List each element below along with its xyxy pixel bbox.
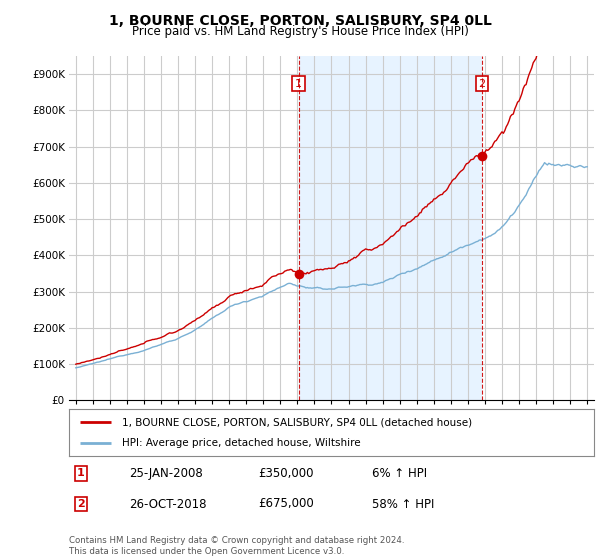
Text: 2: 2 [77, 499, 85, 509]
Text: 1: 1 [77, 468, 85, 478]
Text: 1: 1 [295, 78, 302, 88]
Text: 6% ↑ HPI: 6% ↑ HPI [372, 466, 427, 480]
Text: £350,000: £350,000 [258, 466, 314, 480]
Text: 1, BOURNE CLOSE, PORTON, SALISBURY, SP4 0LL (detached house): 1, BOURNE CLOSE, PORTON, SALISBURY, SP4 … [121, 417, 472, 427]
Text: Price paid vs. HM Land Registry's House Price Index (HPI): Price paid vs. HM Land Registry's House … [131, 25, 469, 38]
Text: 2: 2 [478, 78, 485, 88]
Text: 25-JAN-2008: 25-JAN-2008 [129, 466, 203, 480]
Text: 58% ↑ HPI: 58% ↑ HPI [372, 497, 434, 511]
Text: Contains HM Land Registry data © Crown copyright and database right 2024.
This d: Contains HM Land Registry data © Crown c… [69, 536, 404, 556]
Text: HPI: Average price, detached house, Wiltshire: HPI: Average price, detached house, Wilt… [121, 438, 360, 448]
Text: £675,000: £675,000 [258, 497, 314, 511]
Bar [299, 56, 482, 400]
Text: 26-OCT-2018: 26-OCT-2018 [129, 497, 206, 511]
Text: 1, BOURNE CLOSE, PORTON, SALISBURY, SP4 0LL: 1, BOURNE CLOSE, PORTON, SALISBURY, SP4 … [109, 14, 491, 28]
